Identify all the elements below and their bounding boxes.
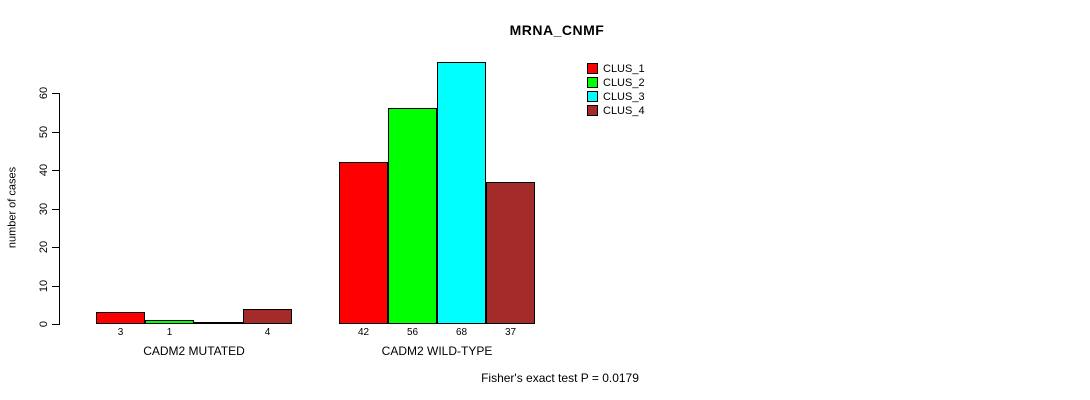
y-axis-tick-label: 40: [38, 163, 50, 177]
legend-swatch-icon: [587, 91, 598, 102]
x-group-label-wildtype: CADM2 WILD-TYPE: [381, 344, 493, 358]
y-axis-tick-label: 30: [38, 202, 50, 216]
y-axis-tick: [52, 209, 59, 210]
bar-clus_3-wildtype: [437, 62, 486, 324]
legend-item-clus_4: CLUS_4: [587, 105, 677, 117]
legend-swatch-icon: [587, 77, 598, 88]
y-axis-tick-label: 50: [38, 125, 50, 139]
legend-swatch-icon: [587, 105, 598, 116]
bar-clus_1-mutated: [96, 312, 145, 324]
y-axis-tick: [52, 324, 59, 325]
legend-label: CLUS_2: [603, 77, 645, 89]
bar-value-label: 3: [117, 327, 124, 338]
legend-item-clus_3: CLUS_3: [587, 91, 677, 103]
bar-clus_2-wildtype: [388, 108, 437, 324]
y-axis-tick: [52, 93, 59, 94]
chart-title: MRNA_CNMF: [509, 22, 605, 38]
bar-clus_2-mutated: [145, 320, 194, 324]
legend-item-clus_2: CLUS_2: [587, 77, 677, 89]
y-axis-tick-label: 60: [38, 86, 50, 100]
bar-clus_4-mutated: [243, 309, 292, 324]
y-axis-tick: [52, 286, 59, 287]
legend-swatch-icon: [587, 63, 598, 74]
y-axis-tick-label: 20: [38, 240, 50, 254]
bar-clus_3-mutated: [194, 322, 243, 324]
x-group-label-mutated: CADM2 MUTATED: [143, 344, 245, 358]
bar-value-label: 37: [504, 327, 517, 338]
bar-clus_1-wildtype: [339, 162, 388, 324]
bar-value-label: 56: [406, 327, 419, 338]
y-axis-label: number of cases: [6, 166, 19, 249]
legend-label: CLUS_3: [603, 91, 645, 103]
y-axis-tick: [52, 247, 59, 248]
legend-label: CLUS_1: [603, 63, 645, 75]
legend-label: CLUS_4: [603, 105, 645, 117]
bar-value-label: 1: [166, 327, 173, 338]
bar-value-label: 68: [455, 327, 468, 338]
y-axis-tick-label: 10: [38, 279, 50, 293]
legend-item-clus_1: CLUS_1: [587, 63, 677, 75]
bar-clus_4-wildtype: [486, 182, 535, 324]
y-axis-tick-label: 0: [38, 320, 50, 328]
bar-value-label: 42: [357, 327, 370, 338]
y-axis-line: [59, 93, 60, 325]
y-axis-tick: [52, 132, 59, 133]
stat-annotation: Fisher's exact test P = 0.0179: [481, 371, 639, 385]
bar-value-label: 4: [264, 327, 271, 338]
y-axis-tick: [52, 170, 59, 171]
